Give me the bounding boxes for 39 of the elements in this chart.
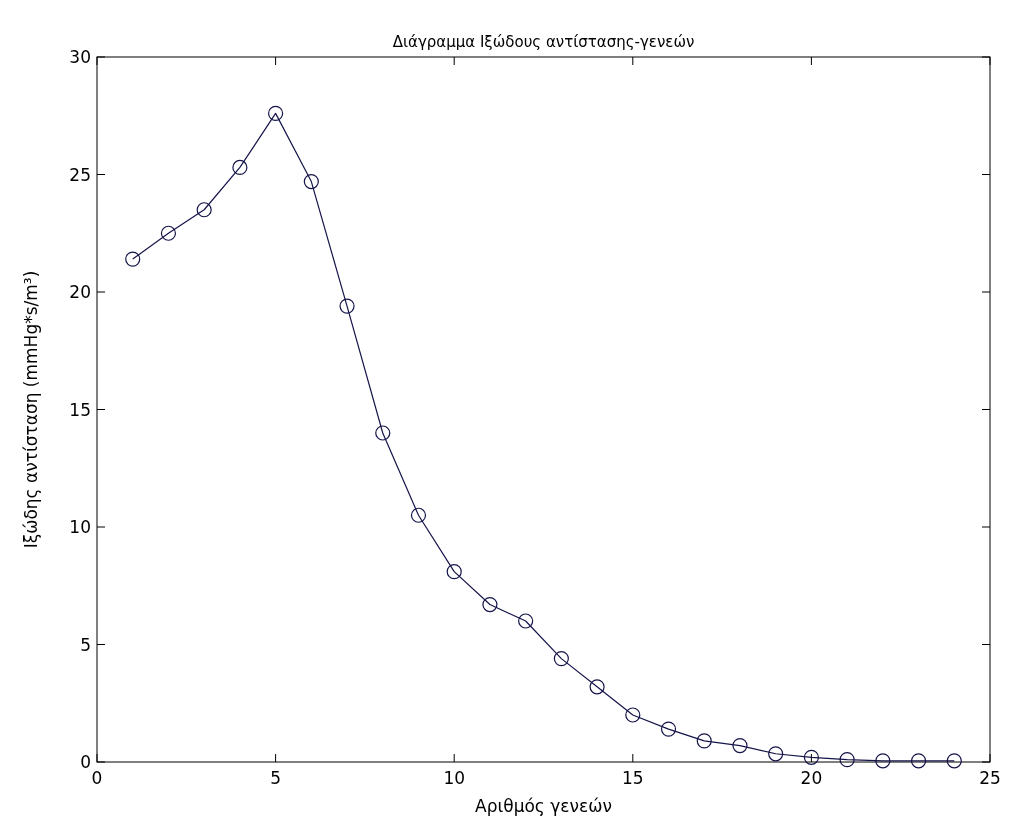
y-tick-label: 10 bbox=[69, 517, 91, 537]
point bbox=[232, 159, 248, 176]
point bbox=[839, 752, 855, 768]
x-tick-label: 15 bbox=[621, 768, 644, 788]
x-tick-label: 10 bbox=[443, 768, 466, 788]
point bbox=[446, 564, 462, 580]
y-tick-label: 20 bbox=[69, 282, 91, 302]
y-tick-label: 30 bbox=[69, 47, 91, 67]
x-tick-label: 25 bbox=[979, 768, 1001, 788]
point bbox=[410, 507, 427, 523]
point bbox=[518, 613, 534, 629]
point bbox=[875, 753, 891, 769]
point bbox=[696, 733, 712, 749]
point bbox=[732, 737, 748, 754]
point bbox=[660, 721, 677, 737]
point bbox=[589, 679, 605, 695]
point bbox=[625, 707, 641, 723]
point bbox=[196, 202, 212, 218]
point bbox=[303, 173, 319, 190]
point bbox=[768, 746, 784, 762]
y-tick-label: 15 bbox=[69, 399, 91, 420]
point bbox=[375, 425, 391, 441]
point bbox=[482, 596, 498, 613]
point bbox=[803, 749, 819, 765]
point bbox=[125, 251, 141, 267]
x-axis-title: Αριθμός γενεών bbox=[475, 796, 612, 816]
point bbox=[910, 753, 927, 769]
point bbox=[268, 105, 284, 121]
x-tick-label: 5 bbox=[270, 768, 282, 788]
chart-title: Διάγραμμα Ιξώδους αντίστασης-γενεών bbox=[392, 33, 695, 51]
y-tick-label: 5 bbox=[80, 634, 91, 655]
point bbox=[339, 298, 355, 314]
point bbox=[946, 753, 962, 769]
y-axis-title: Ιξώδης αντίσταση (mmHg*s/m³) bbox=[21, 270, 41, 549]
x-tick-label: 20 bbox=[800, 768, 823, 788]
point bbox=[553, 651, 569, 667]
point bbox=[160, 225, 177, 241]
y-tick-label: 25 bbox=[69, 164, 91, 185]
y-tick-label: 0 bbox=[80, 752, 91, 772]
